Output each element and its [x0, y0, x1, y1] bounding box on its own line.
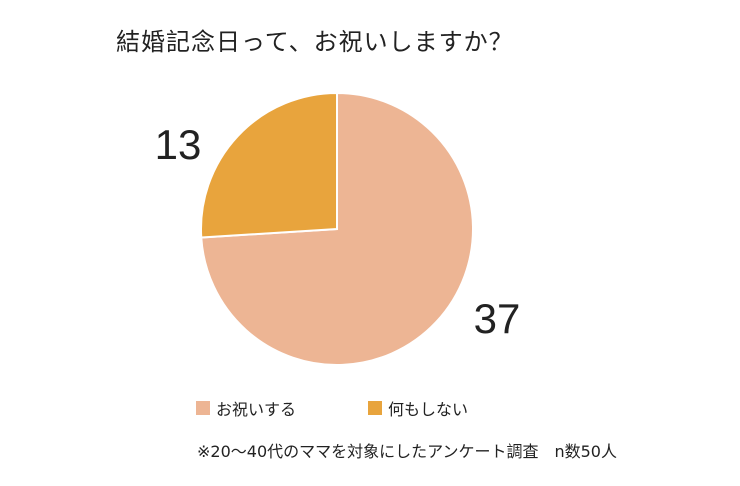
legend-swatch-oiwai-suru — [196, 401, 210, 415]
data-label-nanimo-shinai: 13 — [155, 121, 202, 168]
data-label-oiwai-suru: 37 — [474, 295, 521, 342]
legend-item-nanimo-shinai: 何もしない — [368, 396, 468, 420]
legend-label-nanimo-shinai: 何もしない — [388, 400, 469, 419]
legend-label-oiwai-suru: お祝いする — [216, 400, 297, 419]
legend-item-oiwai-suru: お祝いする — [196, 396, 296, 420]
survey-note: ※20〜40代のママを対象にしたアンケート調査 n数50人 — [197, 442, 617, 461]
legend-swatch-nanimo-shinai — [368, 401, 382, 415]
pie-slice-nanimo-shinai — [200, 91, 338, 239]
legend: お祝いする 何もしない — [0, 396, 740, 426]
chart-title: 結婚記念日って、お祝いしますか？ — [116, 28, 514, 56]
